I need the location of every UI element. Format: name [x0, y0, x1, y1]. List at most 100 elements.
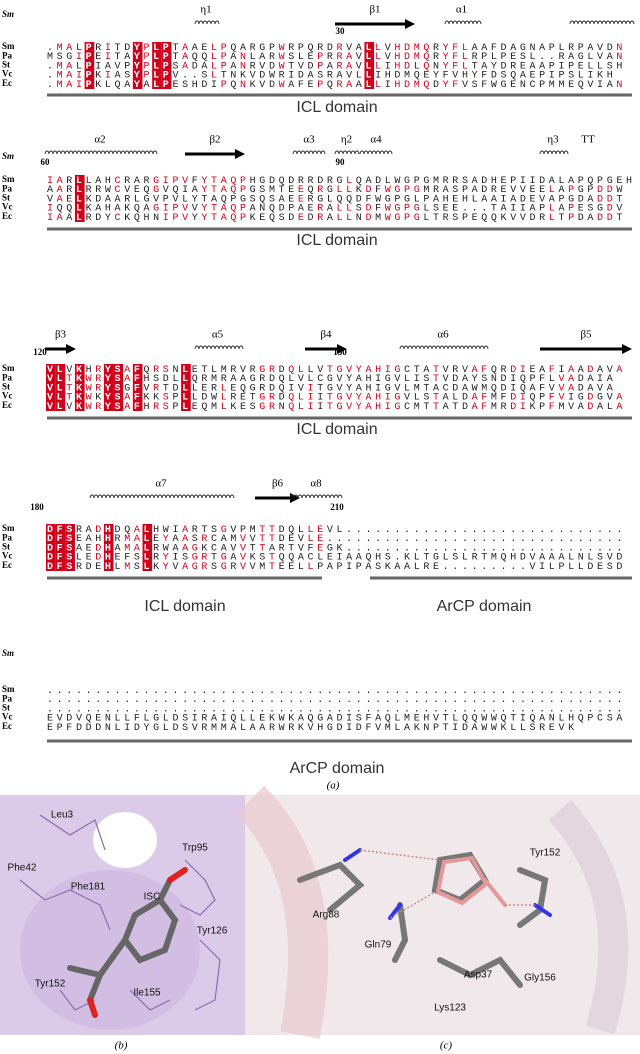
residue-number: 90 — [336, 157, 346, 167]
ss-label: β2 — [209, 134, 220, 146]
helix — [44, 150, 158, 155]
helix — [334, 150, 360, 155]
sequence: ........................................… — [47, 695, 622, 706]
ss-label: β3 — [55, 329, 67, 341]
residue-label: Leu3 — [51, 810, 74, 821]
sequence-name: Pa — [2, 532, 12, 542]
residue-label: Gly156 — [524, 973, 556, 984]
sequence-name: Sm — [2, 174, 15, 184]
strand-head — [66, 344, 76, 354]
domain-label: ICL domain — [296, 232, 377, 249]
helix — [359, 150, 393, 155]
conserved-column — [142, 524, 153, 571]
residue-label: Gln79 — [365, 940, 392, 951]
domain-label: ICL domain — [296, 99, 377, 116]
ss-label: β1 — [369, 4, 380, 16]
conserved-column — [132, 364, 143, 411]
ss-label: β5 — [580, 329, 592, 341]
residue-number: 180 — [30, 502, 44, 512]
residue-label: Arg88 — [313, 910, 340, 921]
residue-number: 60 — [41, 157, 51, 167]
sequence-name: Vc — [2, 202, 13, 212]
sequence-name: St — [2, 59, 10, 69]
conserved-column — [113, 364, 124, 411]
residue-label: Tyr126 — [197, 926, 228, 937]
sequence-name: Ec — [2, 400, 12, 410]
ss-species-label: Sm — [2, 151, 14, 161]
residue-number: 210 — [330, 502, 344, 512]
ss-label: α1 — [456, 4, 467, 16]
strand-head — [405, 19, 415, 29]
ss-label: β4 — [320, 329, 332, 341]
residue-number: 30 — [336, 26, 346, 36]
strand-head — [337, 344, 347, 354]
panel-caption: (c) — [440, 1040, 453, 1052]
helix — [292, 150, 326, 155]
helix — [194, 20, 220, 25]
conserved-column — [152, 42, 162, 89]
ss-label: β6 — [272, 478, 284, 490]
conserved-column — [84, 42, 95, 89]
sequence: ........................................… — [47, 704, 622, 715]
panel-b-image — [0, 795, 245, 1035]
panel-c-image — [235, 785, 640, 1039]
residue-label: Asp37 — [464, 970, 493, 981]
helix — [444, 20, 482, 25]
ss-label: α4 — [370, 134, 382, 146]
conserved-column — [103, 524, 114, 571]
ss-label: α8 — [310, 478, 322, 490]
sequence-name: Ec — [2, 211, 12, 221]
sequence-name: Vc — [2, 391, 13, 401]
residue-number: 120 — [33, 347, 47, 357]
sequence: ........................................… — [47, 686, 622, 697]
strand-head — [290, 493, 300, 503]
residue-label: Phe42 — [8, 863, 37, 874]
sequence-name: Pa — [2, 183, 12, 193]
sequence-name: Ec — [2, 560, 12, 570]
sequence-name: Vc — [2, 69, 13, 79]
sequence-name: Sm — [2, 523, 15, 533]
sequence-name: St — [2, 192, 10, 202]
sequence-name: St — [2, 702, 10, 712]
conserved-column — [181, 364, 191, 411]
helix — [194, 345, 244, 350]
sequence-name: St — [2, 381, 10, 391]
conserved-column — [55, 364, 66, 411]
conserved-column — [74, 175, 85, 222]
sequence-name: Sm — [2, 684, 15, 694]
residue-label: Tyr152 — [35, 979, 66, 990]
sequence-name: Pa — [2, 372, 12, 382]
conserved-column — [161, 42, 172, 89]
domain-label: ICL domain — [144, 598, 225, 615]
residue-label: Lys123 — [434, 1003, 466, 1014]
conserved-column — [74, 364, 85, 411]
helix — [89, 494, 235, 499]
ss-label: α6 — [437, 329, 449, 341]
conserved-column — [364, 42, 375, 89]
sequence-name: Vc — [2, 712, 13, 722]
domain-label: ArCP domain — [290, 760, 385, 777]
sequence-name: St — [2, 541, 10, 551]
sequence-name: Ec — [2, 721, 12, 731]
residue-number: 150 — [333, 347, 347, 357]
sequence-name: Sm — [2, 41, 15, 51]
ss-label: TT — [581, 134, 595, 146]
panel-caption: (a) — [327, 780, 340, 792]
residue-label: Tyr152 — [530, 848, 561, 859]
residue-label: Phe181 — [71, 882, 106, 893]
conserved-column — [103, 364, 114, 411]
conserved-column — [65, 524, 75, 571]
